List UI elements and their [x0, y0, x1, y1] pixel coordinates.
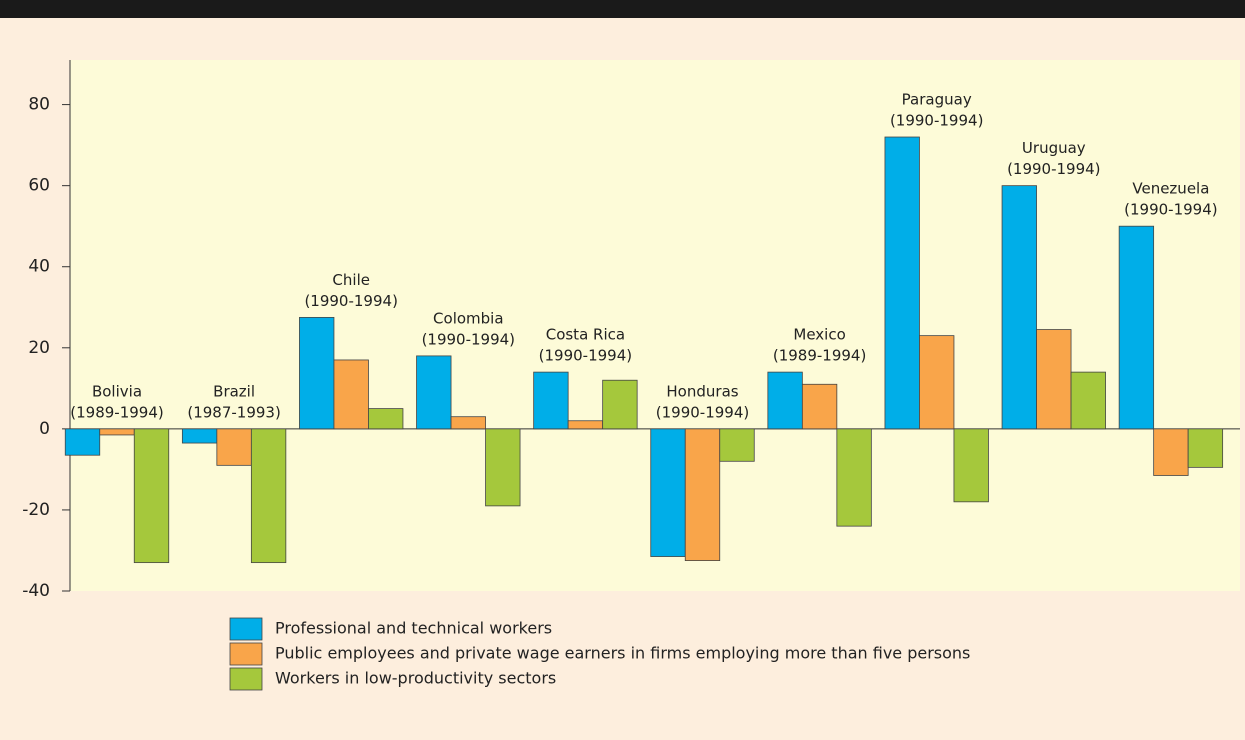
bar: [181, 428, 218, 444]
legend-label: Public employees and private wage earner…: [275, 644, 970, 663]
bar: [250, 428, 287, 564]
bar: [1001, 185, 1037, 430]
legend-swatch: [229, 667, 263, 691]
bar: [801, 383, 838, 430]
bar: [567, 420, 604, 430]
category-period: (1990-1994): [304, 292, 397, 310]
bar: [450, 416, 486, 430]
y-tick-label: 40: [28, 257, 50, 277]
category-label: Brazil: [213, 382, 255, 400]
bar: [64, 428, 101, 456]
y-tick-label: 0: [39, 419, 50, 439]
bar: [602, 379, 638, 430]
bar: [650, 428, 686, 557]
category-period: (1989-1994): [773, 347, 866, 365]
y-tick-label: 80: [28, 95, 50, 115]
category-period: (1990-1994): [1007, 160, 1100, 178]
category-label: Mexico: [793, 326, 845, 344]
category-label: Paraguay: [902, 91, 972, 109]
bar: [767, 371, 803, 430]
bar: [719, 428, 755, 462]
category-label: Bolivia: [92, 382, 142, 400]
bar: [133, 428, 170, 564]
legend-swatch: [229, 642, 263, 666]
category-label: Chile: [332, 271, 370, 289]
y-tick-label: -20: [22, 500, 50, 520]
y-tick-label: 60: [28, 176, 50, 196]
bar: [299, 316, 335, 430]
bar: [416, 355, 452, 430]
category-period: (1990-1994): [1124, 201, 1217, 219]
bar: [485, 428, 521, 507]
bar: [1187, 428, 1224, 468]
category-period: (1990-1994): [422, 330, 515, 348]
category-label: Uruguay: [1022, 139, 1086, 157]
category-period: (1989-1994): [70, 403, 163, 421]
category-period: (1987-1993): [187, 403, 280, 421]
bar: [333, 359, 369, 430]
bar: [99, 428, 135, 436]
top-bar: [0, 0, 1245, 18]
category-label: Costa Rica: [546, 326, 625, 344]
bar: [836, 428, 872, 527]
bar: [1118, 225, 1155, 430]
y-tick-label: -40: [22, 581, 50, 601]
category-period: (1990-1994): [656, 403, 749, 421]
bar: [216, 428, 252, 466]
bar: [919, 335, 955, 430]
bar: [1070, 371, 1106, 430]
bar: [1153, 428, 1189, 476]
bar: [368, 408, 404, 430]
y-tick-label: 20: [28, 338, 50, 358]
category-label: Honduras: [666, 382, 738, 400]
category-label: Colombia: [433, 309, 504, 327]
bar: [884, 136, 920, 430]
bar: [684, 428, 721, 561]
legend-swatch: [229, 617, 263, 641]
bar: [533, 371, 569, 430]
category-period: (1990-1994): [890, 112, 983, 130]
bar: [953, 428, 989, 503]
legend-label: Workers in low-productivity sectors: [275, 669, 556, 688]
bar: [1036, 329, 1072, 430]
category-label: Venezuela: [1132, 180, 1209, 198]
legend-label: Professional and technical workers: [275, 619, 552, 638]
category-period: (1990-1994): [539, 347, 632, 365]
